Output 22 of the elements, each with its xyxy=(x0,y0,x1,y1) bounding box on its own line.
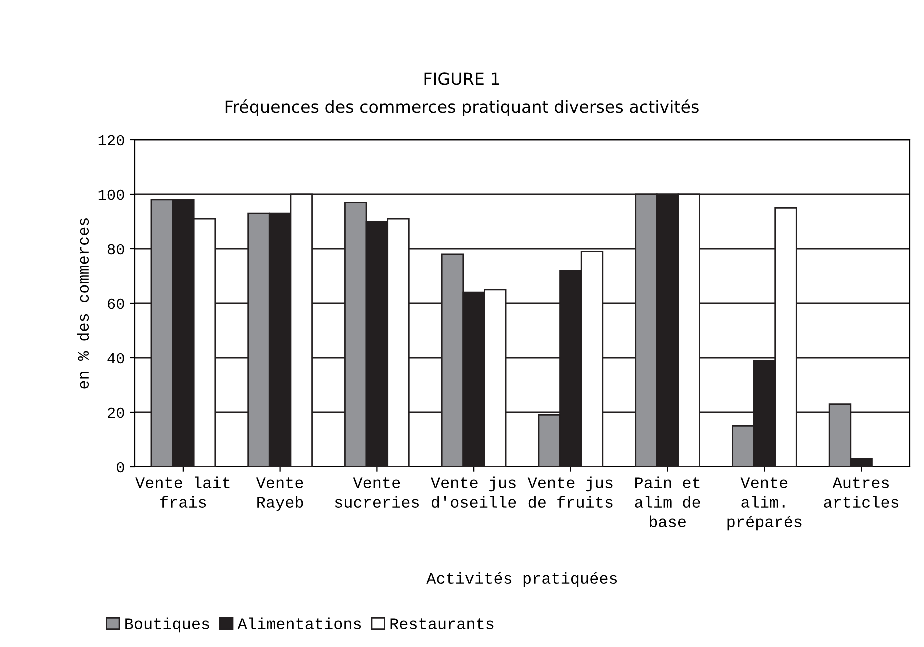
legend-label: Alimentations xyxy=(238,618,362,630)
x-axis-title: Activités pratiquées xyxy=(426,572,618,588)
legend-label: Restaurants xyxy=(390,618,494,630)
x-tick-label: Vente Rayeb xyxy=(256,478,304,512)
x-tick-label: Vente lait frais xyxy=(136,476,230,508)
x-tick-label: Autres articles xyxy=(824,478,899,508)
y-tick-label: 100 xyxy=(98,190,124,200)
y-tick-label: 0 xyxy=(117,462,124,473)
x-tick-label: Vente jus d'oseille xyxy=(431,476,516,508)
y-tick-label: 40 xyxy=(108,353,124,364)
chart-title: FIGURE 1 xyxy=(424,72,500,86)
x-tick-label: Vente alim. préparés xyxy=(728,478,802,531)
x-tick-label: Vente jus de fruits xyxy=(528,476,613,508)
x-tick-label: Vente sucreries xyxy=(335,478,419,508)
chart-subtitle: Fréquences des commerces pratiquant diverses activités xyxy=(226,100,699,116)
legend-label: Boutiques xyxy=(126,618,210,633)
x-tick-label: Pain et alim de base xyxy=(635,476,700,528)
y-tick-label: 120 xyxy=(98,135,124,146)
y-tick-label: 80 xyxy=(108,244,124,255)
y-tick-label: 60 xyxy=(108,298,124,310)
y-axis-title: en % des commerces xyxy=(77,218,90,389)
y-tick-label: 20 xyxy=(108,408,124,418)
